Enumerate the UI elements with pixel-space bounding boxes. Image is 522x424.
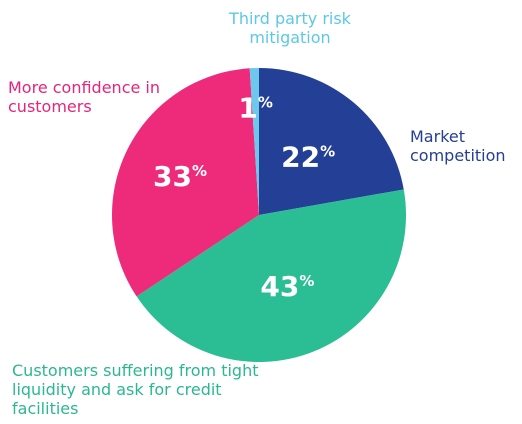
slice [136,189,406,362]
value-label: 33% [153,160,207,193]
category-label: Market competition [410,127,506,165]
value-unit: % [320,142,335,160]
value-number: 22 [281,140,320,173]
category-label: Customers suffering from tight liquidity… [12,361,259,418]
value-number: 1 [238,92,257,125]
slice [259,68,404,215]
value-label: 1% [238,92,273,125]
value-label: 22% [281,140,335,173]
slice [112,68,260,297]
slice [249,68,259,215]
value-unit: % [299,272,314,290]
category-label: Third party risk mitigation [229,9,351,47]
value-unit: % [192,162,207,180]
value-unit: % [258,94,273,112]
value-number: 43 [260,270,299,303]
category-label: More confidence in customers [8,78,161,116]
value-label: 43% [260,270,314,303]
value-number: 33 [153,160,192,193]
